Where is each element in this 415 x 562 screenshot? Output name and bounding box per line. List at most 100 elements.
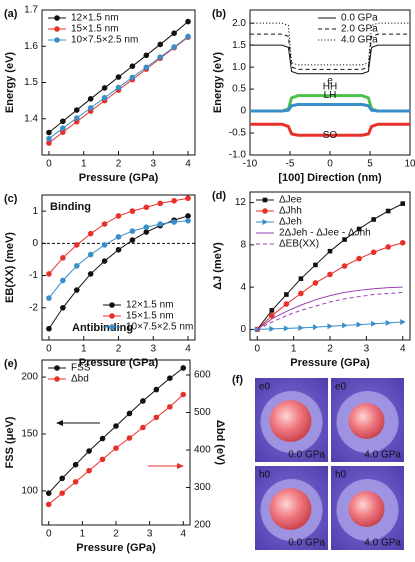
y-tick-label: -1 [29, 270, 38, 281]
y-tick-label: 1 [32, 206, 38, 217]
marker [109, 324, 115, 330]
legend-label: 2ΔJeh - ΔJee - ΔJhh [279, 228, 371, 239]
marker [87, 251, 94, 258]
y-tick-label: 0.5 [232, 84, 246, 95]
marker [54, 365, 60, 371]
marker [157, 54, 164, 60]
x-tick-label: 4 [400, 344, 406, 355]
x-axis-label: Pressure (GPa) [76, 542, 156, 554]
panel-label: (b) [212, 8, 226, 20]
y-tick-label: 200 [21, 372, 38, 383]
panel: (b) -10 -5 0 5 10 -1.0 -0.5 0 0.5 1.0 1.5 2.0 [100] D… [212, 8, 415, 184]
y-tick-label: -0.5 [229, 128, 247, 139]
marker [262, 197, 268, 203]
marker [171, 30, 177, 36]
y-tick-label: 12 [235, 197, 247, 208]
marker [385, 208, 391, 214]
x-tick-label: 2 [113, 529, 119, 540]
marker [60, 129, 66, 135]
legend-label: 15×1.5 nm [71, 24, 119, 35]
x-axis-label: Pressure (GPa) [79, 172, 159, 184]
arrows [56, 420, 184, 469]
series-line [250, 33, 410, 70]
x-tick-label: -5 [286, 159, 295, 170]
marker [45, 490, 52, 496]
marker [73, 242, 80, 248]
marker [115, 74, 122, 80]
marker [101, 242, 108, 248]
x-tick-label: 3 [364, 344, 370, 355]
marker [73, 263, 80, 269]
image-label: h0 [259, 470, 271, 481]
series-line [250, 44, 410, 75]
x-tick-label: 2 [327, 344, 333, 355]
y2-axis-label: Δbd (eV) [214, 420, 226, 466]
marker [99, 456, 106, 463]
y-tick-label: 8 [240, 239, 246, 250]
x-tick-label: 3 [147, 529, 153, 540]
marker [86, 467, 92, 474]
x-tick-label: 1 [80, 529, 86, 540]
legend-label: ΔJhh [279, 206, 302, 217]
marker [86, 448, 92, 454]
marker [298, 324, 304, 331]
legend-label: ΔJee [279, 195, 302, 206]
marker [341, 263, 348, 269]
marker [327, 271, 333, 278]
y2-tick-label: 300 [194, 482, 211, 493]
marker [60, 118, 66, 125]
marker [356, 321, 363, 328]
legend-label: 4.0 GPa [341, 35, 378, 46]
x-tick-label: 1 [81, 159, 87, 170]
marker [269, 325, 275, 332]
marker [115, 234, 122, 240]
y-tick-label: 0 [240, 324, 246, 335]
marker [157, 200, 164, 207]
marker [312, 280, 319, 286]
x-tick-label: 4 [180, 529, 186, 540]
marker [356, 226, 362, 232]
marker [101, 258, 108, 264]
marker [140, 398, 146, 404]
panel: (a) 0 1 2 3 4 1.4 1.5 1.6 1.7 Pressure (GPa) Energy… [4, 5, 196, 184]
marker [46, 140, 52, 146]
x-tick-label: 3 [150, 344, 156, 355]
y-tick-label: 150 [21, 429, 38, 440]
marker [385, 244, 391, 250]
x-tick-label: 2 [116, 159, 122, 170]
y-axis-label: Energy (eV) [212, 52, 224, 113]
marker [46, 271, 52, 277]
density-sphere [348, 491, 385, 527]
marker [60, 277, 66, 284]
series-line [257, 291, 403, 330]
y-tick-label: 1.7 [24, 5, 38, 16]
legend-label: 10×7.5×2.5 nm [71, 35, 138, 46]
panel-label: (d) [212, 190, 226, 202]
y-tick-label: 2.0 [232, 18, 246, 29]
marker [59, 490, 65, 496]
marker [171, 219, 177, 225]
marker [167, 404, 173, 410]
marker [400, 201, 406, 206]
x-tick-label: 10 [404, 159, 415, 170]
wavefunction-image: e0 4.0 GPa [331, 378, 404, 462]
x-tick-label: -10 [243, 159, 258, 170]
marker [46, 325, 52, 332]
marker [109, 302, 115, 308]
marker [283, 325, 290, 332]
legend-label: ΔJeh [279, 217, 302, 228]
annotation: Binding [50, 201, 91, 213]
image-label: e0 [259, 382, 271, 393]
panel-label: (f) [232, 374, 243, 386]
annotation: e [327, 75, 333, 86]
marker [356, 255, 362, 262]
marker [262, 219, 268, 225]
marker [370, 249, 377, 256]
panel-label: (c) [4, 193, 18, 205]
marker [126, 410, 133, 417]
y-axis-label: ΔJ (meV) [212, 242, 224, 290]
marker [54, 26, 60, 32]
marker [101, 85, 108, 91]
y-tick-label: 1.5 [232, 40, 246, 51]
